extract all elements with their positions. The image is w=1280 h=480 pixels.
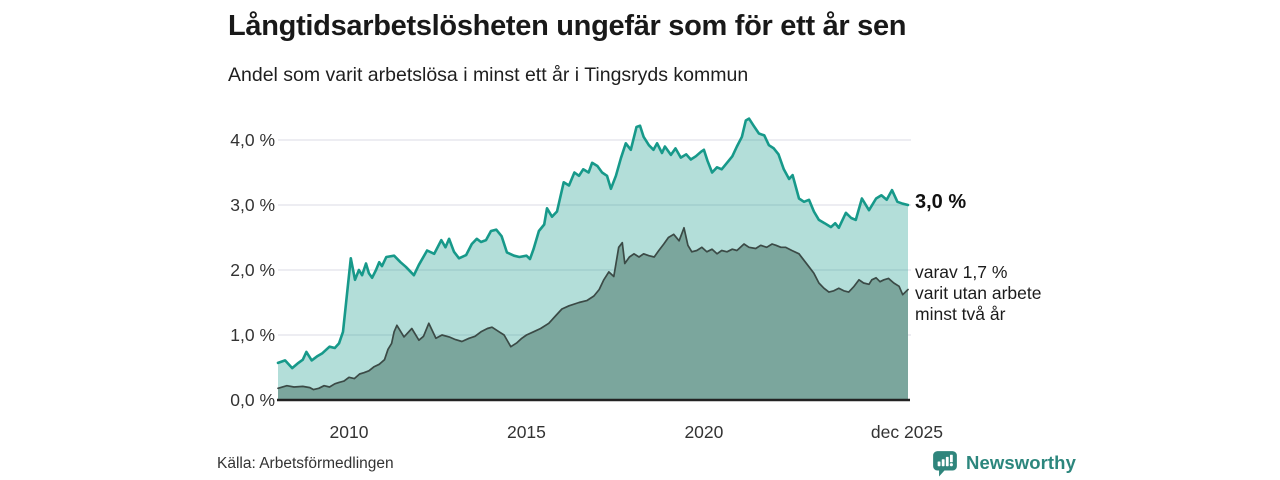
brand-name: Newsworthy — [966, 452, 1076, 473]
y-tick-label: 2,0 % — [230, 260, 275, 280]
annotation-line-1: varav 1,7 % — [915, 262, 1008, 282]
annotation-line-3: minst två år — [915, 304, 1006, 324]
bar-chart-speech-bubble-icon — [933, 450, 957, 476]
annotation-line-2: varit utan arbete — [915, 283, 1042, 303]
area-two-years — [278, 227, 908, 400]
x-tick-label: 2010 — [329, 422, 369, 442]
y-tick-label: 3,0 % — [230, 195, 275, 215]
y-tick-label: 0,0 % — [230, 390, 275, 410]
x-tick-label: 2020 — [684, 422, 724, 442]
x-tick-label: 2015 — [506, 422, 546, 442]
end-value-label: 3,0 % — [915, 191, 967, 213]
secondary-series-annotation: varav 1,7 % varit utan arbete minst två … — [915, 262, 1065, 325]
y-tick-label: 1,0 % — [230, 325, 275, 345]
chart-subtitle: Andel som varit arbetslösa i minst ett å… — [228, 64, 749, 86]
x-tick-label: dec 2025 — [870, 422, 943, 442]
page-title: Långtidsarbetslösheten ungefär som för e… — [228, 10, 907, 42]
line-total-one-year — [276, 117, 910, 370]
y-tick-label: 4,0 % — [230, 130, 275, 150]
line-two-years — [277, 226, 909, 391]
source-attribution: Källa: Arbetsförmedlingen — [217, 455, 394, 472]
newsworthy-logo[interactable]: Newsworthy — [932, 448, 1076, 478]
